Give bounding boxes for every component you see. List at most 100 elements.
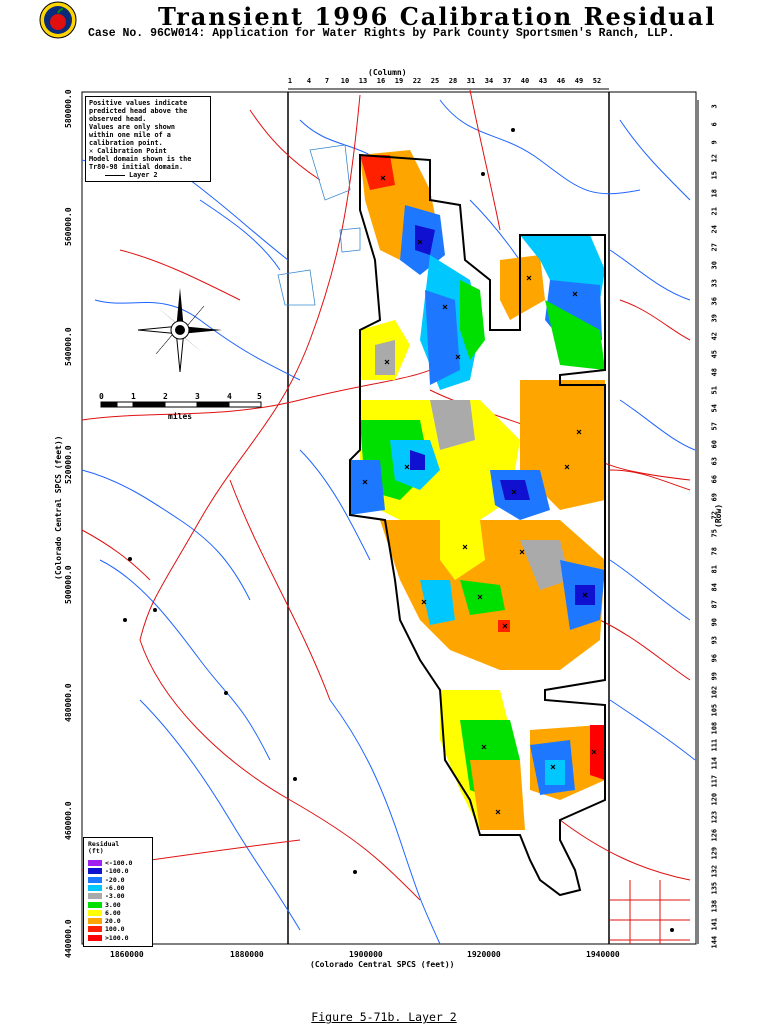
legend-label: -6.00 — [105, 883, 125, 892]
column-tick: 7 — [324, 77, 330, 85]
compass-rose-icon — [137, 288, 222, 373]
row-tick: 12 — [710, 153, 719, 163]
legend-label: >100.0 — [105, 933, 129, 942]
column-tick: 31 — [466, 77, 476, 85]
legend-label: 3.00 — [105, 900, 121, 909]
row-tick: 111 — [710, 739, 719, 752]
y-tick: 480000.0 — [64, 683, 73, 722]
row-tick: 66 — [710, 475, 719, 484]
row-tick: 9 — [710, 140, 719, 145]
row-tick: 45 — [710, 350, 719, 359]
row-tick: 132 — [710, 864, 719, 877]
y-tick: 580000.0 — [64, 89, 73, 128]
legend-label: -3.00 — [105, 892, 125, 901]
scale-tick: 1 — [131, 392, 136, 401]
row-tick: 141 — [710, 917, 719, 931]
legend-swatch — [88, 884, 102, 891]
row-tick: 30 — [710, 260, 719, 270]
column-tick: 10 — [340, 77, 350, 85]
note-line: Positive values indicate — [89, 99, 188, 107]
y-tick: 560000.0 — [64, 207, 73, 246]
note-line: ✕ Calibration Point — [89, 147, 167, 155]
legend-swatch — [88, 868, 102, 875]
y-axis-label: (Colorado Central SPCS (feet)) — [54, 435, 63, 581]
scale-tick: 0 — [99, 392, 104, 401]
scale-tick: 3 — [195, 392, 200, 401]
row-tick: 63 — [710, 457, 719, 466]
row-tick: 87 — [710, 600, 719, 609]
note-line: Values are only shown — [89, 123, 175, 131]
scale-tick: 5 — [257, 392, 262, 401]
column-tick: 37 — [502, 77, 512, 85]
row-tick: 114 — [710, 757, 719, 770]
note-line: observed head. — [89, 115, 147, 123]
row-tick: 78 — [710, 546, 719, 556]
column-tick: 13 — [358, 77, 368, 85]
residual-legend: Residual (ft) <-100.0 -100.0 -20.0 -6.00 -3.… — [83, 837, 153, 947]
residual-patches — [350, 150, 605, 830]
row-tick: 144 — [710, 935, 719, 949]
legend-swatch — [88, 909, 102, 916]
legend-label: 20.0 — [105, 917, 121, 926]
row-tick: 96 — [710, 654, 719, 663]
x-tick: 1920000 — [467, 950, 501, 959]
legend-item: <-100.0 — [88, 860, 150, 867]
row-tick: 57 — [710, 421, 719, 431]
calibration-points — [362, 175, 597, 815]
column-tick: 22 — [412, 77, 422, 85]
legend-swatch — [88, 860, 102, 866]
column-tick: 34 — [484, 77, 494, 85]
figure-caption: Figure 5-71b. Layer 2 — [311, 1010, 457, 1024]
y-tick: 460000.0 — [64, 801, 73, 840]
legend-item: 6.00 — [88, 908, 150, 917]
legend-swatch — [88, 934, 102, 941]
scale-unit: miles — [168, 412, 193, 421]
x-tick: 1900000 — [349, 950, 383, 959]
column-tick: 28 — [448, 77, 458, 85]
column-tick: 49 — [574, 77, 584, 85]
row-tick: 36 — [710, 296, 719, 306]
x-tick: 1940000 — [586, 950, 620, 959]
legend-item: >100.0 — [88, 933, 150, 942]
y-tick: 540000.0 — [64, 327, 73, 366]
row-tick: 18 — [710, 189, 719, 198]
row-tick: 138 — [710, 900, 719, 913]
x-tick: 1860000 — [110, 950, 144, 959]
legend-item: -6.00 — [88, 883, 150, 892]
legend-label: 6.00 — [105, 908, 121, 917]
row-tick: 105 — [710, 703, 719, 717]
scale-tick: 4 — [227, 392, 232, 401]
streams — [81, 99, 696, 945]
row-tick: 81 — [710, 564, 719, 574]
scale-bar — [100, 401, 262, 408]
row-tick: 48 — [710, 368, 719, 377]
row-tick: 15 — [710, 171, 719, 180]
page-title: Transient 1996 Calibration Residual — [158, 2, 717, 31]
column-tick: 19 — [394, 77, 404, 85]
row-tick: 54 — [710, 403, 719, 413]
note-line: Layer 2 — [89, 171, 207, 179]
row-tick: 42 — [710, 332, 719, 341]
row-tick: 24 — [710, 225, 719, 234]
legend-item: 20.0 — [88, 918, 150, 925]
row-axis-label: (Row) — [714, 503, 723, 528]
column-tick: 16 — [376, 77, 386, 85]
column-tick: 46 — [556, 77, 566, 85]
model-domain-outline — [349, 153, 606, 897]
row-tick: 129 — [710, 846, 719, 860]
row-tick: 117 — [710, 774, 719, 788]
legend-title: Residual — [88, 840, 120, 848]
y-tick: 440000.0 — [64, 919, 73, 958]
row-tick: 120 — [710, 792, 719, 806]
legend-swatch — [88, 901, 102, 908]
scale-tick: 2 — [163, 392, 168, 401]
legend-item: -3.00 — [88, 893, 150, 900]
note-line: Model domain shown is the — [89, 155, 192, 163]
row-tick: 39 — [710, 314, 719, 323]
row-tick: 93 — [710, 636, 719, 645]
legend-swatch — [88, 926, 102, 933]
row-tick: 3 — [710, 104, 719, 109]
note-line: calibration point. — [89, 139, 163, 147]
note-line: Tr80-98 initial domain. — [89, 163, 184, 171]
x-tick: 1880000 — [230, 950, 264, 959]
